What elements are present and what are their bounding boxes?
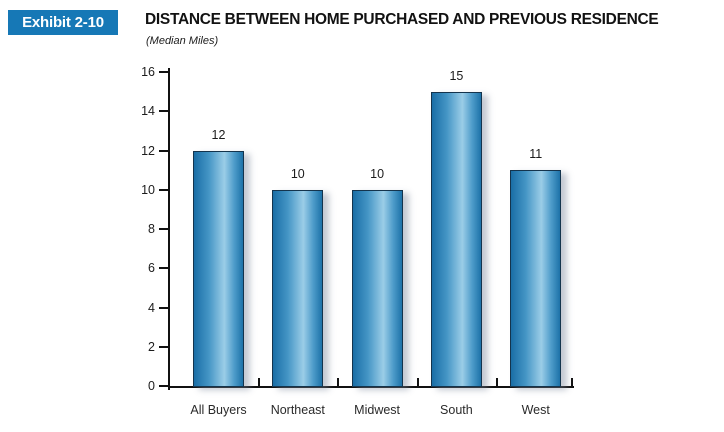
y-tick	[159, 385, 168, 387]
x-tick	[258, 378, 261, 386]
category-label: West	[521, 403, 550, 417]
y-tick	[159, 306, 168, 309]
y-tick	[159, 110, 168, 113]
y-tick-label: 14	[141, 104, 155, 119]
bar-value-label: 11	[529, 147, 543, 162]
chart-title: DISTANCE BETWEEN HOME PURCHASED AND PREV…	[145, 11, 659, 28]
y-tick-label: 6	[148, 261, 155, 276]
exhibit-badge: Exhibit 2-10	[8, 10, 118, 35]
category-label: Northeast	[270, 403, 325, 417]
bar-value-label: 10	[290, 166, 305, 181]
y-tick	[159, 188, 168, 191]
y-tick-label: 10	[141, 182, 155, 197]
y-tick	[159, 228, 168, 230]
category-label: Midwest	[354, 403, 401, 417]
y-tick-label: 0	[148, 379, 155, 393]
y-tick-label: 16	[141, 65, 155, 79]
bar-northeast	[272, 189, 324, 387]
x-tick	[496, 378, 499, 386]
y-tick-label: 12	[141, 143, 155, 158]
x-tick	[571, 378, 573, 386]
bar-value-label: 10	[370, 166, 385, 181]
category-label: South	[440, 403, 473, 417]
y-tick	[159, 149, 168, 152]
y-tick	[159, 71, 168, 73]
y-axis-line	[168, 68, 170, 390]
y-tick	[159, 345, 168, 348]
bar-south	[430, 91, 482, 387]
bar-midwest	[351, 189, 403, 387]
y-tick-label: 8	[148, 222, 155, 236]
bar-all-buyers	[193, 150, 244, 387]
x-axis-line	[168, 386, 574, 388]
y-tick	[159, 267, 168, 270]
bar-value-label: 15	[449, 68, 464, 83]
x-tick	[416, 378, 419, 386]
category-label: All Buyers	[190, 403, 247, 417]
chart-subtitle: (Median Miles)	[146, 35, 219, 47]
exhibit-badge-label: Exhibit 2-10	[22, 14, 104, 31]
x-tick	[337, 378, 340, 386]
y-tick-label: 4	[148, 300, 155, 315]
bar-west	[510, 170, 562, 387]
bar-value-label: 12	[211, 127, 226, 142]
y-tick-label: 2	[148, 339, 155, 354]
